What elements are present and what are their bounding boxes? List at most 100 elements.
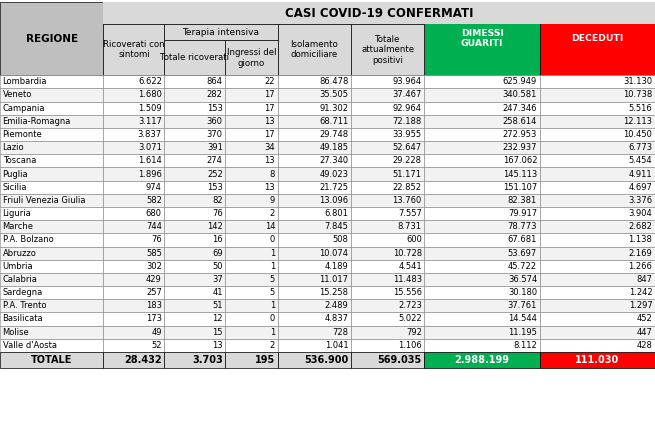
Text: 3.071: 3.071: [138, 143, 162, 152]
Bar: [540, 2, 655, 75]
Text: 864: 864: [207, 77, 223, 86]
Bar: [278, 233, 351, 246]
Bar: [103, 115, 164, 128]
Text: 232.937: 232.937: [502, 143, 537, 152]
Bar: [225, 154, 278, 167]
Bar: [278, 326, 351, 339]
Bar: [424, 326, 540, 339]
Text: 847: 847: [637, 275, 652, 284]
Text: 274: 274: [207, 156, 223, 165]
Bar: [540, 181, 655, 194]
Bar: [351, 260, 424, 273]
Bar: [164, 75, 225, 88]
Bar: [0, 167, 103, 181]
Bar: [225, 181, 278, 194]
Bar: [424, 102, 540, 115]
Text: 37.467: 37.467: [392, 91, 422, 99]
Bar: [103, 102, 164, 115]
Bar: [351, 233, 424, 246]
Bar: [0, 75, 103, 88]
Text: 2.723: 2.723: [398, 301, 422, 310]
Bar: [103, 24, 164, 75]
Bar: [164, 220, 225, 233]
Text: 17: 17: [265, 130, 275, 139]
Bar: [103, 273, 164, 286]
Text: 728: 728: [333, 328, 348, 337]
Text: 78.773: 78.773: [508, 222, 537, 231]
Bar: [103, 339, 164, 352]
Text: 1.266: 1.266: [629, 262, 652, 271]
Text: Molise: Molise: [3, 328, 29, 337]
Text: Terapia intensiva: Terapia intensiva: [183, 28, 259, 37]
Text: 15.556: 15.556: [393, 288, 422, 297]
Bar: [278, 246, 351, 260]
Text: Ricoverati con
sintomi: Ricoverati con sintomi: [103, 40, 165, 60]
Bar: [278, 286, 351, 299]
Bar: [540, 352, 655, 368]
Text: 29.228: 29.228: [393, 156, 422, 165]
Text: 680: 680: [146, 209, 162, 218]
Bar: [278, 102, 351, 115]
Text: 2.489: 2.489: [325, 301, 348, 310]
Bar: [424, 128, 540, 141]
Text: 195: 195: [255, 355, 275, 365]
Text: 9: 9: [270, 196, 275, 205]
Text: 52: 52: [151, 341, 162, 350]
Text: 3.904: 3.904: [629, 209, 652, 218]
Bar: [540, 167, 655, 181]
Text: Abruzzo: Abruzzo: [3, 249, 37, 258]
Bar: [540, 299, 655, 312]
Bar: [424, 339, 540, 352]
Bar: [0, 194, 103, 207]
Bar: [103, 141, 164, 154]
Bar: [164, 141, 225, 154]
Text: TOTALE: TOTALE: [31, 355, 73, 365]
Bar: [164, 115, 225, 128]
Bar: [351, 207, 424, 220]
Bar: [424, 194, 540, 207]
Bar: [0, 128, 103, 141]
Text: 5: 5: [270, 275, 275, 284]
Bar: [164, 88, 225, 102]
Bar: [164, 273, 225, 286]
Text: 1: 1: [270, 328, 275, 337]
Text: 22.852: 22.852: [393, 183, 422, 192]
Bar: [164, 312, 225, 326]
Text: 15.258: 15.258: [320, 288, 348, 297]
Text: 391: 391: [207, 143, 223, 152]
Bar: [225, 102, 278, 115]
Bar: [278, 167, 351, 181]
Bar: [540, 326, 655, 339]
Bar: [225, 260, 278, 273]
Bar: [103, 220, 164, 233]
Bar: [225, 115, 278, 128]
Bar: [103, 128, 164, 141]
Text: 1.041: 1.041: [325, 341, 348, 350]
Bar: [164, 299, 225, 312]
Text: 4.697: 4.697: [629, 183, 652, 192]
Text: 13: 13: [212, 341, 223, 350]
Bar: [225, 88, 278, 102]
Text: 1.614: 1.614: [138, 156, 162, 165]
Text: 429: 429: [146, 275, 162, 284]
Bar: [103, 260, 164, 273]
Bar: [0, 88, 103, 102]
Bar: [424, 299, 540, 312]
Bar: [351, 352, 424, 368]
Bar: [225, 286, 278, 299]
Bar: [0, 339, 103, 352]
Text: 5: 5: [270, 288, 275, 297]
Text: CASI COVID-19 CONFERMATI: CASI COVID-19 CONFERMATI: [285, 7, 474, 20]
Text: 52.647: 52.647: [393, 143, 422, 152]
Text: 45.722: 45.722: [508, 262, 537, 271]
Text: 41: 41: [212, 288, 223, 297]
Bar: [424, 115, 540, 128]
Text: Calabria: Calabria: [3, 275, 37, 284]
Bar: [0, 260, 103, 273]
Bar: [225, 246, 278, 260]
Text: 31.130: 31.130: [624, 77, 652, 86]
Text: 37: 37: [212, 275, 223, 284]
Text: 72.188: 72.188: [392, 117, 422, 126]
Text: 792: 792: [406, 328, 422, 337]
Bar: [540, 88, 655, 102]
